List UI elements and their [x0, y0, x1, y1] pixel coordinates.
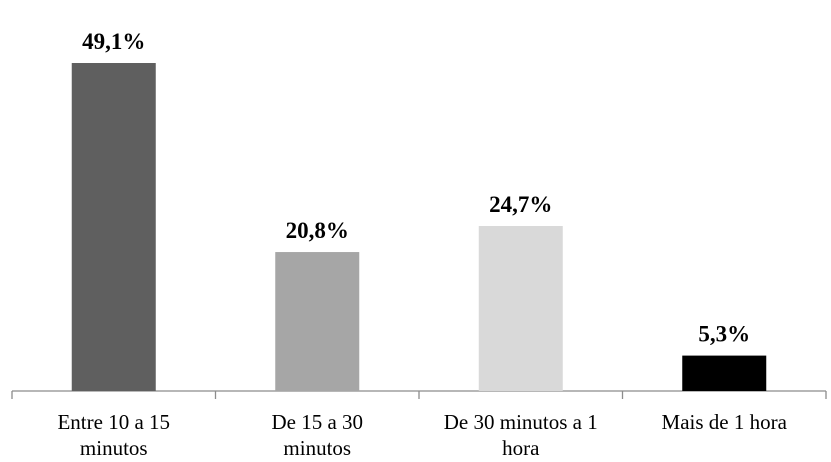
bar [682, 355, 767, 391]
bars-group [71, 63, 767, 392]
bar [478, 226, 563, 391]
bar [275, 252, 360, 391]
category-label: De 15 a 30 [271, 410, 363, 434]
value-labels-group: 49,1% 20,8% 24,7% 5,3% [82, 29, 750, 347]
data-label: 24,7% [489, 192, 552, 217]
category-label: minutos [80, 436, 148, 460]
category-label: De 30 minutos a 1 [444, 410, 598, 434]
category-label: Mais de 1 hora [662, 410, 788, 434]
data-label: 49,1% [82, 29, 145, 54]
data-label: 5,3% [698, 322, 750, 347]
data-label: 20,8% [286, 218, 349, 243]
category-label: Entre 10 a 15 [57, 410, 170, 434]
category-label: minutos [283, 436, 351, 460]
bar [71, 63, 156, 392]
x-axis-ticks [11, 391, 827, 399]
category-label: hora [502, 436, 540, 460]
